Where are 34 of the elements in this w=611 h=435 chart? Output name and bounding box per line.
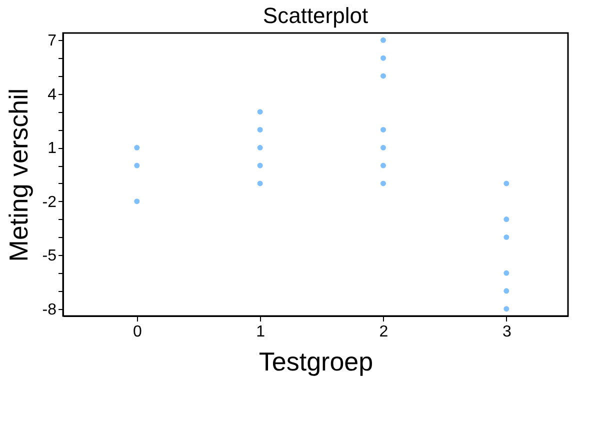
- y-tick-label: -2: [42, 194, 57, 211]
- y-axis-title: Meting verschil: [3, 88, 34, 262]
- x-tick-label: 1: [256, 324, 266, 340]
- y-tick-label: 7: [48, 32, 57, 50]
- point: [257, 109, 263, 115]
- point: [380, 180, 386, 186]
- x-tick-label: 2: [379, 324, 388, 340]
- y-tick-label: -5: [42, 248, 57, 265]
- point: [134, 144, 140, 150]
- point: [257, 144, 263, 150]
- point: [504, 288, 510, 294]
- point: [504, 234, 510, 240]
- point: [504, 306, 510, 312]
- point: [380, 162, 386, 168]
- x-tick-label: 3: [502, 324, 512, 340]
- point: [504, 216, 510, 222]
- x-tick-label: 0: [132, 324, 142, 340]
- point: [380, 55, 386, 61]
- y-tick-label: -8: [42, 301, 57, 318]
- point: [504, 270, 510, 276]
- point: [257, 162, 263, 168]
- point: [257, 126, 263, 132]
- point: [257, 180, 263, 186]
- point: [380, 126, 386, 132]
- point: [134, 162, 140, 168]
- point: [380, 144, 386, 150]
- point: [134, 198, 140, 204]
- point: [504, 180, 510, 186]
- point: [380, 37, 386, 43]
- y-tick-label: 4: [48, 86, 57, 104]
- y-tick-label: 1: [48, 140, 57, 158]
- point: [380, 73, 386, 79]
- x-axis-title: Testgroep: [258, 346, 374, 376]
- chart-title: Scatterplot: [262, 3, 368, 28]
